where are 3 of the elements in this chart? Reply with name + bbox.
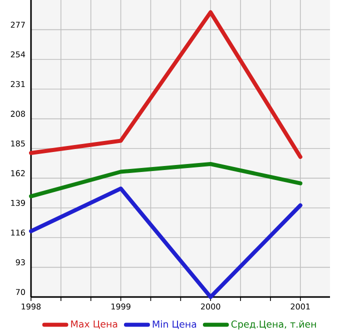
legend-label: Сред.Цена, т.йен (231, 320, 316, 330)
legend-label: Max Цена (71, 320, 118, 329)
legend-label: Min Цена (152, 320, 196, 330)
